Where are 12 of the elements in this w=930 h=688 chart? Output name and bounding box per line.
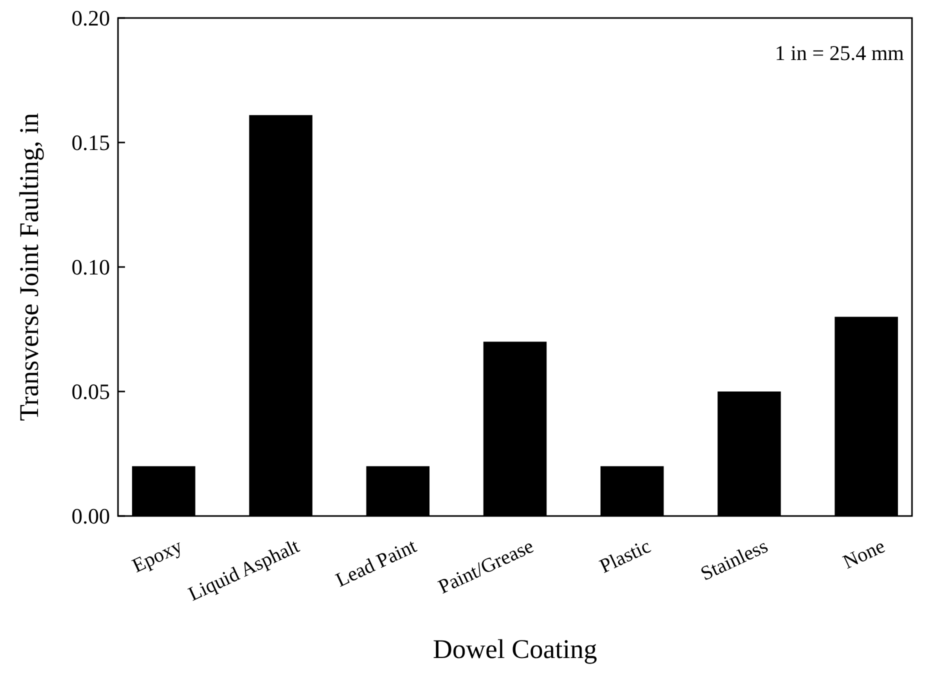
x-tick-label: Lead Paint — [332, 535, 420, 592]
annotation: 1 in = 25.4 mm — [774, 41, 904, 65]
y-tick-label: 0.05 — [72, 379, 110, 404]
y-tick-label: 0.15 — [72, 130, 110, 156]
y-tick-label: 0.10 — [72, 254, 110, 280]
x-axis-title: Dowel Coating — [432, 634, 598, 664]
x-tick-label: Plastic — [596, 535, 654, 578]
x-tick-label: None — [840, 535, 888, 574]
y-tick-label: 0.20 — [72, 6, 110, 31]
y-axis-title: Transverse Joint Faulting, in — [14, 112, 44, 422]
y-tick-label: 0.00 — [72, 504, 110, 529]
x-tick-label: Epoxy — [129, 535, 186, 578]
